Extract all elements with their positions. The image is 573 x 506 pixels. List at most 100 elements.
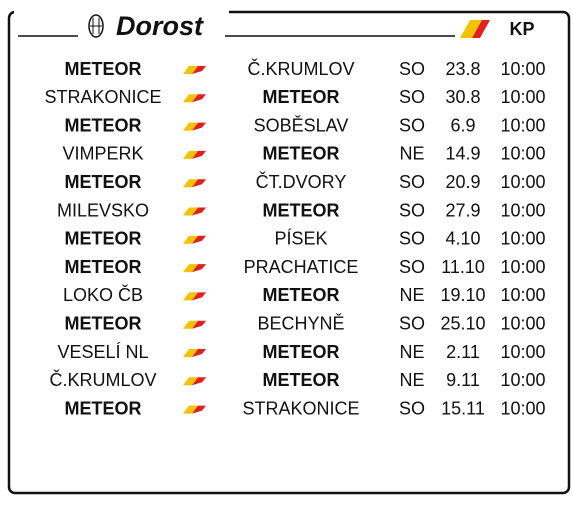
date: 15.11 [441, 398, 485, 418]
away-team: METEOR [262, 87, 339, 107]
flag-icon [183, 179, 206, 188]
away-team: PRACHATICE [244, 257, 359, 277]
day: SO [399, 200, 425, 220]
away-team: METEOR [262, 342, 339, 362]
flag-icon [183, 94, 206, 103]
title: Dorost [116, 11, 204, 41]
time: 10:00 [500, 87, 545, 107]
flag-yellow [183, 377, 198, 386]
flag-icon [183, 349, 206, 357]
flag-red [192, 66, 206, 74]
away-team: SOBĚSLAV [254, 115, 349, 135]
flag-red [192, 292, 206, 301]
flag-red [192, 207, 206, 216]
away-team: METEOR [262, 200, 339, 220]
flag-yellow [183, 94, 198, 103]
header-mask [14, 4, 229, 24]
away-team: METEOR [262, 285, 339, 305]
flag-yellow [183, 292, 198, 301]
flag-red [192, 235, 206, 244]
flag-yellow [183, 66, 198, 74]
flag-red [192, 150, 206, 159]
flag-icon [183, 320, 206, 329]
date: 19.10 [440, 285, 485, 305]
home-team: Č.KRUMLOV [49, 369, 156, 390]
date: 6.9 [450, 115, 475, 135]
away-team: METEOR [262, 370, 339, 390]
day: NE [399, 144, 424, 164]
flag-icon [183, 122, 206, 131]
date: 20.9 [445, 172, 480, 192]
day: NE [399, 342, 424, 362]
date: 9.11 [446, 370, 480, 390]
home-team: VIMPERK [62, 144, 143, 164]
day: SO [399, 257, 425, 277]
date: 2.11 [446, 342, 480, 362]
flag-icon [183, 377, 206, 386]
home-team: STRAKONICE [44, 87, 161, 107]
day: SO [399, 313, 425, 333]
flag-icon [183, 207, 206, 216]
flag-icon [183, 264, 206, 273]
time: 10:00 [500, 257, 545, 277]
away-team: Č.KRUMLOV [247, 58, 354, 79]
date: 25.10 [440, 313, 485, 333]
flag-yellow [183, 207, 198, 216]
flag-red [192, 179, 206, 188]
date: 27.9 [445, 200, 480, 220]
home-team: METEOR [64, 115, 141, 135]
day: SO [399, 87, 425, 107]
time: 10:00 [500, 115, 545, 135]
time: 10:00 [500, 398, 545, 418]
time: 10:00 [500, 200, 545, 220]
flag-yellow [183, 122, 198, 131]
flag-red [192, 264, 206, 273]
home-team: METEOR [64, 257, 141, 277]
emblem [88, 14, 104, 38]
away-team: STRAKONICE [242, 398, 359, 418]
time: 10:00 [500, 313, 545, 333]
flag-yellow [183, 320, 198, 329]
flag-red [192, 405, 206, 414]
away-team: PÍSEK [274, 229, 327, 249]
time: 10:00 [500, 144, 545, 164]
flag-yellow [183, 405, 198, 414]
date: 14.9 [445, 144, 480, 164]
day: SO [399, 115, 425, 135]
home-team: VESELÍ NL [57, 342, 148, 362]
home-team: METEOR [64, 313, 141, 333]
date: 30.8 [445, 87, 480, 107]
time: 10:00 [500, 285, 545, 305]
flag-yellow [183, 264, 198, 273]
day: SO [399, 59, 425, 79]
time: 10:00 [500, 172, 545, 192]
day: SO [399, 172, 425, 192]
date: 23.8 [445, 59, 480, 79]
home-team: METEOR [64, 172, 141, 192]
home-team: METEOR [64, 59, 141, 79]
flag-yellow [183, 179, 198, 188]
flag-icon [183, 405, 206, 414]
day: SO [399, 229, 425, 249]
away-team: METEOR [262, 144, 339, 164]
flag-red [192, 122, 206, 131]
flag-icon [183, 150, 206, 159]
flag-yellow [183, 150, 198, 159]
league: KP [509, 19, 534, 39]
flag [460, 20, 490, 38]
away-team: BECHYNĚ [257, 313, 344, 333]
flag-icon [183, 66, 206, 74]
flag-icon [183, 235, 206, 244]
time: 10:00 [500, 59, 545, 79]
home-team: LOKO ČB [63, 284, 143, 305]
home-team: METEOR [64, 229, 141, 249]
flag-red [192, 94, 206, 103]
away-team: ČT.DVORY [256, 171, 347, 192]
flag-icon [183, 292, 206, 301]
frame [7, 10, 571, 495]
flag-red [192, 320, 206, 329]
date: 4.10 [445, 229, 480, 249]
flag-red [192, 377, 206, 386]
home-team: MILEVSKO [57, 200, 149, 220]
